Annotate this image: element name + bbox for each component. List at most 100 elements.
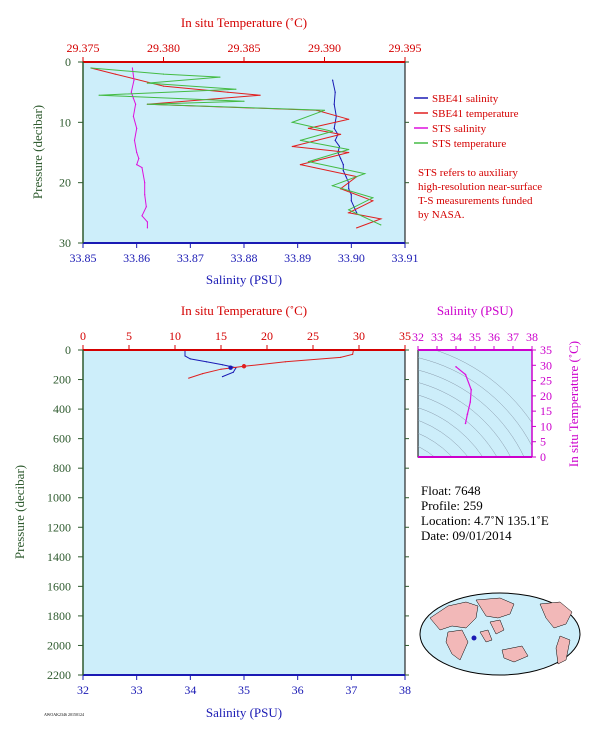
top-point — [380, 224, 382, 226]
bottom-temperature-axis-title: In situ Temperature (˚C) — [181, 303, 307, 318]
bottom-point — [202, 373, 204, 375]
map-land-eurasia-west — [429, 601, 479, 631]
bottom-point — [189, 358, 191, 360]
top-point — [334, 91, 336, 93]
top-point — [307, 161, 309, 163]
bottom-top-tick-label: 25 — [307, 329, 319, 343]
top-bottom-tick-label: 33.91 — [392, 251, 419, 265]
top-point — [334, 139, 336, 141]
bottom-bottom-tick-label: 34 — [184, 683, 196, 697]
top-point — [132, 115, 134, 117]
bottom-y-tick-label: 400 — [53, 402, 71, 416]
top-point — [219, 76, 221, 78]
top-point — [340, 133, 342, 135]
top-bottom-tick-label: 33.85 — [70, 251, 97, 265]
top-point — [345, 176, 347, 178]
top-point — [333, 127, 335, 129]
top-point — [235, 88, 237, 90]
ts-top-tick-label: 36 — [488, 330, 500, 344]
bottom-top-tick-label: 15 — [215, 329, 227, 343]
top-bottom-tick-label: 33.90 — [338, 251, 365, 265]
map-land-asia — [475, 597, 515, 619]
bottom-point — [184, 355, 186, 357]
bottom-y-tick-label: 1800 — [47, 609, 71, 623]
top-point — [348, 151, 350, 154]
top-point — [136, 151, 138, 154]
top-point — [162, 85, 165, 87]
top-point — [333, 103, 335, 105]
ts-right-tick-label: 25 — [540, 374, 552, 388]
top-point — [348, 118, 350, 120]
ts-top-tick-label: 37 — [507, 330, 519, 344]
ts-top-tick-label: 38 — [526, 330, 538, 344]
bottom-ticks-group: 0 5 10 15 20 25 30 35 32 33 34 35 36 37 38 0 200 400 600 80… — [47, 329, 411, 697]
top-point — [130, 91, 132, 93]
bottom-y-tick-label: 1600 — [47, 579, 71, 593]
map-land-south-america — [555, 635, 571, 665]
top-point — [135, 103, 137, 105]
top-point — [299, 139, 301, 141]
ts-point — [464, 373, 467, 376]
top-point — [348, 209, 350, 211]
top-point — [291, 121, 293, 123]
map-land-north-america — [539, 601, 573, 629]
bottom-point — [340, 356, 342, 358]
top-point — [307, 127, 309, 129]
top-point — [348, 188, 350, 190]
bottom-bottom-tick-label: 33 — [131, 683, 143, 697]
bottom-top-tick-label: 0 — [80, 329, 86, 343]
ts-point — [464, 422, 467, 425]
legend-label-sbe-temperature: SBE41 temperature — [432, 108, 519, 120]
sts-note-line-3: T-S measurements funded — [418, 195, 533, 207]
bottom-point — [220, 368, 222, 370]
ts-top-tick-label: 35 — [469, 330, 481, 344]
top-point — [372, 197, 374, 199]
top-point — [340, 157, 342, 160]
top-pressure-axis-title: Pressure (decibar) — [30, 105, 45, 199]
top-point — [332, 79, 334, 81]
bottom-plot-area — [82, 349, 406, 676]
bottom-y-tick-label: 1000 — [47, 491, 71, 505]
bottom-point — [352, 353, 354, 355]
date: Date: 09/01/2014 — [421, 528, 512, 543]
ts-point — [469, 401, 472, 403]
top-point — [348, 212, 350, 214]
ts-curve — [455, 366, 472, 424]
top-point — [299, 164, 301, 166]
top-point — [146, 227, 148, 229]
bottom-y-tick-label: 600 — [53, 432, 71, 446]
top-point — [144, 182, 146, 184]
top-temperature-axis-title: In situ Temperature (˚C) — [181, 15, 307, 30]
top-point — [331, 130, 334, 132]
top-chart: 29.375 29.380 29.385 29.390 29.395 33.85 33.86… — [30, 15, 542, 287]
bottom-top-tick-label: 30 — [353, 329, 365, 343]
ts-right-tick-label: 30 — [540, 358, 552, 372]
bottom-y-tick-label: 800 — [53, 461, 71, 475]
top-point — [356, 227, 358, 229]
bottom-point — [205, 361, 207, 363]
top-top-tick-label: 29.385 — [228, 41, 261, 55]
top-point — [114, 73, 116, 75]
bottom-chart: 0 5 10 15 20 25 30 35 32 33 34 35 36 37 38 0 200 400 600 80… — [12, 303, 411, 720]
top-point — [364, 173, 366, 175]
bottom-top-tick-label: 10 — [169, 329, 181, 343]
bottom-point — [284, 361, 286, 363]
top-point — [131, 67, 133, 69]
top-point — [90, 67, 92, 69]
top-plot-area — [82, 61, 406, 244]
bottom-point — [188, 377, 190, 379]
top-point — [372, 200, 374, 202]
legend-label-sts-salinity: STS salinity — [432, 123, 487, 135]
ts-salinity-axis-title: Salinity (PSU) — [437, 303, 513, 318]
top-point — [146, 82, 148, 84]
top-point — [350, 200, 352, 202]
top-bottom-tick-label: 33.88 — [231, 251, 258, 265]
bottom-series-temperature — [188, 349, 354, 379]
top-point — [133, 139, 136, 141]
ts-plot-area — [417, 349, 533, 458]
float-position-marker — [471, 635, 477, 641]
ts-right-tick-label: 20 — [540, 389, 552, 403]
